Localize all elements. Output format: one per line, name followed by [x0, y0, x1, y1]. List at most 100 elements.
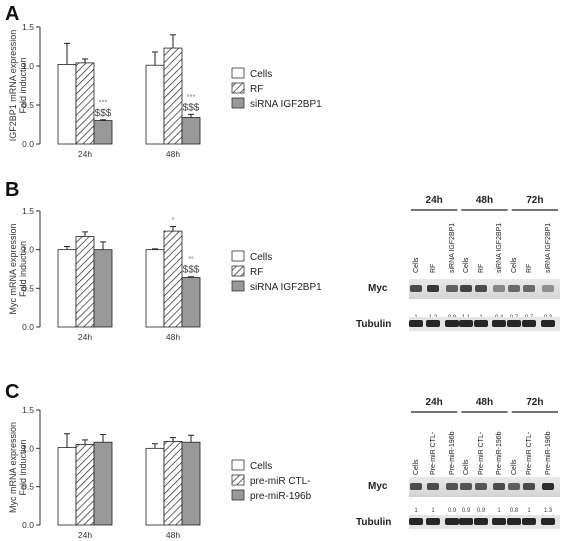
- bar: [75, 236, 95, 328]
- blot-lane-label: Cells: [463, 257, 470, 273]
- blot-band: [493, 285, 505, 292]
- blot-band: [446, 285, 458, 292]
- blot-band: [542, 483, 554, 490]
- y-tick-label: 1.0: [22, 245, 34, 255]
- bar: [57, 447, 77, 526]
- blot-protein-label: Myc: [368, 481, 388, 492]
- blot-quantification: 0.9: [462, 508, 471, 514]
- blot-lane-label: Cells: [413, 459, 420, 475]
- blot-quantification: 1.3: [544, 508, 553, 514]
- blot-lane-label: Pre-miR-196b: [496, 431, 503, 475]
- bar: [145, 249, 165, 328]
- y-tick-label: 0.5: [22, 100, 34, 110]
- panel-b: B 0.0 0.5 1.0 1.5 Myc mRNA expression Fold in…: [5, 179, 560, 342]
- chart-c: 0.0 0.5 1.0 1.5 Myc mRNA expression Fold indu…: [8, 405, 201, 540]
- blot-protein-label: Myc: [368, 283, 388, 294]
- blot-band: [475, 285, 487, 292]
- blot-quantification: 1: [497, 508, 501, 514]
- bar: [75, 444, 95, 526]
- y-tick-label: 1.5: [22, 22, 34, 32]
- blot-band: [507, 320, 521, 327]
- y-tick-label: 0.5: [22, 283, 34, 293]
- blot-protein-label: Tubulin: [356, 517, 391, 528]
- blot-timepoint: 48h: [476, 397, 493, 408]
- y-tick-label: 1.0: [22, 443, 34, 453]
- blot-band: [426, 518, 440, 525]
- blot-band: [445, 320, 459, 327]
- significance-mark: $$$: [95, 108, 112, 119]
- blot-band: [542, 285, 554, 292]
- blot-lane-label: Pre-miR CTL-: [526, 431, 533, 475]
- blot-lane-label: Cells: [463, 459, 470, 475]
- chart-b: 0.0 0.5 1.0 1.5 Myc mRNA expression Fold indu…: [8, 206, 201, 342]
- blot-band: [475, 483, 487, 490]
- blot-timepoint: 24h: [426, 195, 443, 206]
- y-axis-label: Fold induction: [18, 241, 28, 297]
- legend-label: RF: [250, 267, 263, 278]
- panel-label-c: C: [5, 381, 19, 403]
- blot-lane-label: Pre-miR CTL-: [478, 431, 485, 475]
- blot-timepoint: 48h: [476, 195, 493, 206]
- blot-band: [410, 285, 422, 292]
- bar: [93, 441, 113, 526]
- bar: [163, 230, 183, 328]
- blot-band: [522, 320, 536, 327]
- blot-quantification: 0.8: [510, 508, 519, 514]
- blot-timepoint: 72h: [526, 397, 543, 408]
- legend-swatch-rf: [231, 265, 245, 277]
- blot-band: [459, 320, 473, 327]
- blot-lane-label: Pre-miR-196b: [449, 431, 456, 475]
- x-tick-label: 24h: [78, 530, 92, 540]
- bar: [93, 249, 113, 328]
- blot-band: [445, 518, 459, 525]
- bar: [93, 120, 113, 145]
- blot-band: [474, 518, 488, 525]
- legend-swatch-rf: [231, 82, 245, 94]
- blot-band: [508, 483, 520, 490]
- blot-lane-label: siRNA IGF2BP1: [545, 223, 552, 273]
- blot-band: [409, 320, 423, 327]
- legend-label: siRNA IGF2BP1: [250, 282, 322, 293]
- blot-quantification: 0.9: [477, 508, 486, 514]
- significance-mark: °°°: [99, 99, 108, 107]
- blot-band: [474, 320, 488, 327]
- y-axis-label: Fold induction: [18, 57, 28, 113]
- panel-label-a: A: [5, 3, 19, 25]
- y-tick-label: 1.0: [22, 61, 34, 71]
- blot-band: [523, 285, 535, 292]
- y-tick-label: 0.0: [22, 520, 34, 530]
- legend-swatch-cells: [231, 250, 245, 262]
- bar: [57, 249, 77, 328]
- legend-label: Cells: [250, 461, 272, 472]
- y-tick-label: 0.0: [22, 139, 34, 149]
- blot-protein-label: Tubulin: [356, 319, 391, 330]
- blot-quantification: 1: [414, 508, 418, 514]
- bar: [145, 447, 165, 526]
- bar: [181, 441, 201, 526]
- blot-quantification: 1: [527, 508, 531, 514]
- legend-c: Cells pre-miR CTL- pre-miR-196b: [231, 459, 312, 502]
- blot-band: [541, 518, 555, 525]
- western-blot-c: 24h 48h 72h Cells Pre-miR CTL- Pre-miR-196b Ce…: [356, 397, 560, 529]
- legend-swatch-cells: [231, 67, 245, 79]
- legend-swatch-sirna: [231, 97, 245, 109]
- bar: [181, 117, 201, 145]
- legend-label: Cells: [250, 252, 272, 263]
- blot-band: [427, 483, 439, 490]
- blot-quantification: 0.9: [448, 508, 457, 514]
- blot-band: [541, 320, 555, 327]
- blot-band: [492, 518, 506, 525]
- blot-timepoint: 72h: [526, 195, 543, 206]
- blot-band: [426, 320, 440, 327]
- y-tick-label: 0.5: [22, 482, 34, 492]
- panel-c: C 0.0 0.5 1.0 1.5 Myc mRNA expression Fold in…: [5, 381, 560, 540]
- bar: [163, 47, 183, 145]
- blot-lane-label: siRNA IGF2BP1: [449, 223, 456, 273]
- blot-band: [427, 285, 439, 292]
- blot-lane-label: Pre-miR-196b: [545, 431, 552, 475]
- legend-label: pre-miR-196b: [250, 491, 312, 502]
- bar: [145, 64, 165, 145]
- blot-quantification: 1: [431, 508, 435, 514]
- significance-mark: °°°: [187, 93, 196, 101]
- blot-band: [446, 483, 458, 490]
